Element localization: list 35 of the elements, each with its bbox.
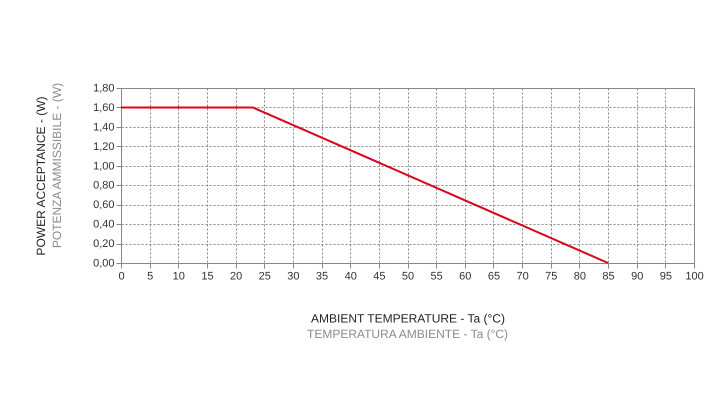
x-tick-label: 25 [258,270,271,282]
x-tick-label: 30 [287,270,300,282]
y-tick-label: 0,80 [93,180,114,192]
x-tick-label: 15 [201,270,214,282]
x-tick-label: 20 [230,270,242,282]
x-tick-label: 65 [488,270,500,282]
x-tick-label: 95 [660,270,672,282]
x-tick-label: 60 [459,270,472,282]
y-tick-label: 1,00 [93,160,114,172]
y-tick-label: 1,80 [93,82,114,94]
text: TEMPERATURA AMBIENTE - Ta (°C) [306,327,508,341]
x-tick-label: 5 [147,270,154,282]
x-tick-label: 55 [430,270,443,282]
x-tick-label: 0 [118,270,125,282]
y-tick-label: 0,60 [93,199,114,212]
y-tick-label: 0,00 [93,258,114,270]
x-axis-title: AMBIENT TEMPERATURE - Ta (°C) [311,312,505,326]
x-tick-label: 40 [344,270,357,282]
x-tick-label: 10 [172,270,185,282]
x-tick-label: 80 [574,270,586,282]
x-tick-label: 100 [685,270,704,282]
y-tick-label: 1,20 [93,140,114,153]
y-tick-label: 0,40 [93,218,114,231]
x-tick-label: 50 [402,270,414,282]
x-tick-label: 45 [373,270,386,282]
y-axis-title: POWER ACCEPTANCE - (W) [34,96,48,256]
y-tick-label: 0,20 [93,238,114,250]
x-tick-label: 70 [516,270,529,282]
x-tick-label: 85 [602,270,615,282]
y-tick-label: 1,60 [93,102,114,114]
x-tick-label: 35 [316,270,328,282]
x-tick-label: 90 [631,270,644,282]
x-tick-label: 75 [545,270,558,282]
text: POTENZA AMMISSIBILE - (W) [50,82,64,248]
y-tick-label: 1,40 [93,121,114,134]
